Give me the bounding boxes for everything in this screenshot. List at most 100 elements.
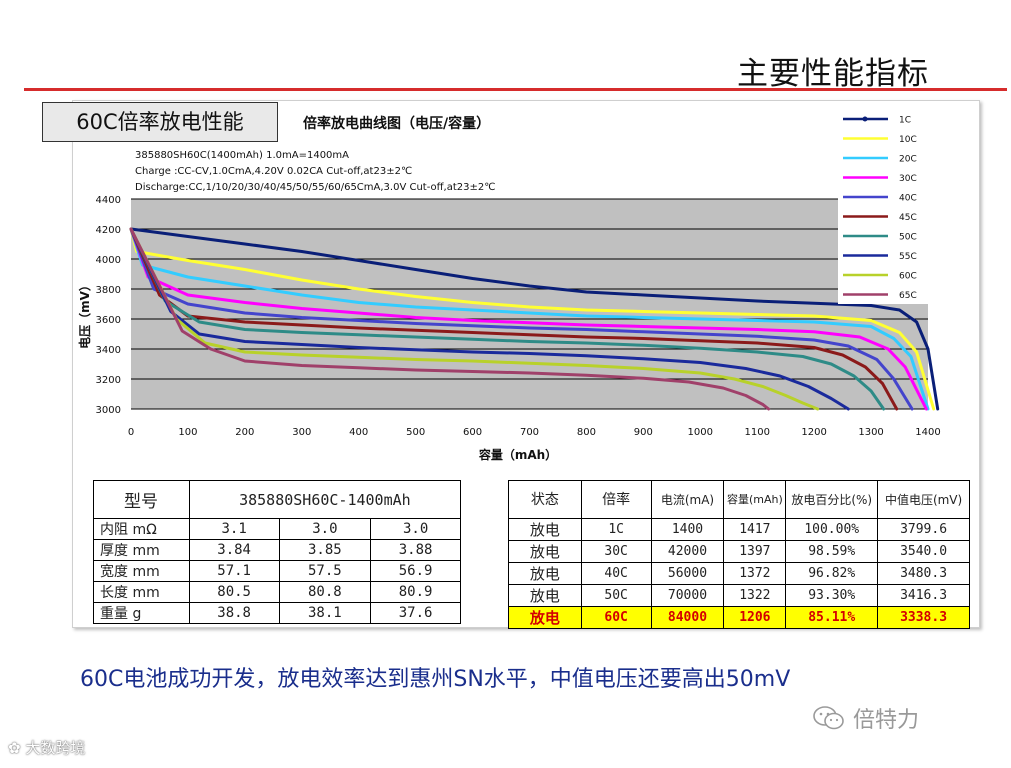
spec-cell: 38.8 bbox=[188, 602, 280, 624]
table-cell: 30C bbox=[580, 540, 652, 563]
x-tick-label: 1100 bbox=[744, 427, 769, 438]
table-cell: 放电 bbox=[508, 584, 582, 607]
y-axis-label: 电压（mV） bbox=[77, 279, 92, 349]
x-tick-label: 400 bbox=[349, 427, 368, 438]
legend-label: 30C bbox=[899, 174, 917, 184]
table-cell: 42000 bbox=[650, 540, 725, 563]
table-cell: 1400 bbox=[650, 518, 725, 541]
spec-cell: 57.1 bbox=[188, 560, 280, 582]
legend-label: 50C bbox=[899, 233, 917, 243]
brand-name: 大数跨境 bbox=[25, 739, 86, 757]
spec-cell: 38.1 bbox=[278, 602, 372, 624]
legend-label: 40C bbox=[899, 194, 917, 204]
spec-cell: 37.6 bbox=[370, 602, 461, 624]
x-tick-label: 800 bbox=[577, 427, 596, 438]
legend-label: 10C bbox=[899, 135, 917, 145]
table-cell: 3799.6 bbox=[877, 518, 970, 541]
brand-watermark: ✿ 大数跨境 bbox=[8, 737, 85, 758]
spec-cell: 3.1 bbox=[188, 518, 280, 540]
x-axis-label: 容量（mAh） bbox=[478, 447, 557, 462]
series-line bbox=[129, 227, 940, 411]
column-header: 电流(mA) bbox=[650, 480, 725, 519]
chart-note: Discharge:CC,1/10/20/30/40/45/50/55/60/6… bbox=[135, 182, 495, 193]
column-header: 中值电压(mV) bbox=[877, 480, 970, 519]
series-line bbox=[129, 227, 928, 411]
series-line bbox=[129, 227, 914, 411]
spec-row: 宽度 mm 57.1 57.5 56.9 bbox=[93, 560, 461, 582]
series-line bbox=[129, 227, 936, 411]
table-cell: 1372 bbox=[723, 562, 787, 585]
table-cell: 3338.3 bbox=[877, 606, 970, 629]
chart-title: 倍率放电曲线图（电压/容量） bbox=[303, 115, 490, 132]
performance-table: 状态 倍率 电流(mA) 容量(mAh) 放电百分比(%) 中值电压(mV) 放… bbox=[508, 480, 970, 629]
series-line bbox=[129, 227, 899, 411]
spec-cell: 3.84 bbox=[188, 539, 280, 561]
table-cell: 3416.3 bbox=[877, 584, 970, 607]
x-tick-label: 500 bbox=[406, 427, 425, 438]
spec-cell: 80.5 bbox=[188, 581, 280, 603]
x-tick-label: 1300 bbox=[858, 427, 883, 438]
series-line bbox=[129, 227, 850, 411]
performance-header-row: 状态 倍率 电流(mA) 容量(mAh) 放电百分比(%) 中值电压(mV) bbox=[508, 480, 970, 519]
table-cell: 56000 bbox=[650, 562, 725, 585]
table-cell: 60C bbox=[580, 606, 652, 629]
spec-row: 长度 mm 80.5 80.8 80.9 bbox=[93, 581, 461, 603]
discharge-chart: 倍率放电曲线图（电压/容量） 385880SH60C(1400mAh) 1.0m… bbox=[77, 109, 941, 462]
spec-cell: 57.5 bbox=[278, 560, 372, 582]
performance-row: 放电 30C 42000 1397 98.59% 3540.0 bbox=[508, 540, 970, 563]
legend-label: 60C bbox=[899, 272, 917, 282]
y-tick-label: 3000 bbox=[96, 405, 121, 416]
y-tick-label: 3800 bbox=[96, 285, 121, 296]
spec-cell: 3.0 bbox=[278, 518, 372, 540]
series-line bbox=[129, 227, 886, 411]
y-tick-label: 4200 bbox=[96, 225, 121, 236]
x-tick-label: 700 bbox=[520, 427, 539, 438]
legend-label: 45C bbox=[899, 213, 917, 223]
table-cell: 1417 bbox=[723, 518, 787, 541]
series-line bbox=[129, 227, 930, 411]
table-cell: 放电 bbox=[508, 540, 582, 563]
table-cell: 85.11% bbox=[785, 606, 879, 629]
model-value: 385880SH60C-1400mAh bbox=[188, 480, 462, 519]
wechat-icon bbox=[813, 706, 844, 730]
section-badge: 60C倍率放电性能 bbox=[42, 102, 278, 142]
performance-row: 放电 40C 56000 1372 96.82% 3480.3 bbox=[508, 562, 970, 585]
table-cell: 98.59% bbox=[785, 540, 879, 563]
performance-row: 放电 50C 70000 1322 93.30% 3416.3 bbox=[508, 584, 970, 607]
y-tick-label: 3200 bbox=[96, 375, 121, 386]
footer-caption: 60C电池成功开发，放电效率达到惠州SN水平，中值电压还要高出50mV bbox=[80, 667, 791, 692]
table-cell: 1397 bbox=[723, 540, 787, 563]
y-tick-label: 3400 bbox=[96, 345, 121, 356]
column-header: 容量(mAh) bbox=[723, 480, 787, 519]
spec-cell: 3.85 bbox=[278, 539, 372, 561]
x-tick-label: 1000 bbox=[688, 427, 713, 438]
column-header: 放电百分比(%) bbox=[785, 480, 879, 519]
x-tick-label: 900 bbox=[634, 427, 653, 438]
y-tick-label: 4400 bbox=[96, 195, 121, 206]
legend-label: 1C bbox=[899, 116, 911, 126]
spec-cell: 56.9 bbox=[370, 560, 461, 582]
x-tick-label: 1200 bbox=[801, 427, 826, 438]
spec-label: 重量 g bbox=[93, 602, 190, 624]
x-tick-label: 100 bbox=[178, 427, 197, 438]
table-cell: 1C bbox=[580, 518, 652, 541]
spec-table: 型号 385880SH60C-1400mAh 内阻 mΩ 3.1 3.0 3.0… bbox=[93, 480, 462, 624]
model-label: 型号 bbox=[93, 480, 190, 519]
series-line bbox=[129, 227, 771, 411]
legend-label: 65C bbox=[899, 291, 917, 301]
wechat-watermark: 倍特力 bbox=[812, 702, 919, 734]
wechat-name: 倍特力 bbox=[853, 708, 920, 733]
chart-note: Charge :CC-CV,1.0CmA,4.20V 0.02CA Cut-of… bbox=[135, 166, 412, 177]
legend-label: 55C bbox=[899, 252, 917, 262]
spec-label: 厚度 mm bbox=[93, 539, 190, 561]
table-cell: 放电 bbox=[508, 562, 582, 585]
spec-cell: 80.8 bbox=[278, 581, 372, 603]
y-tick-label: 4000 bbox=[96, 255, 121, 266]
table-cell: 93.30% bbox=[785, 584, 879, 607]
title-rule bbox=[24, 88, 1007, 91]
table-cell: 50C bbox=[580, 584, 652, 607]
spec-row: 厚度 mm 3.84 3.85 3.88 bbox=[93, 539, 461, 561]
series-line bbox=[129, 227, 820, 411]
table-cell: 100.00% bbox=[785, 518, 879, 541]
y-tick-label: 3600 bbox=[96, 315, 121, 326]
